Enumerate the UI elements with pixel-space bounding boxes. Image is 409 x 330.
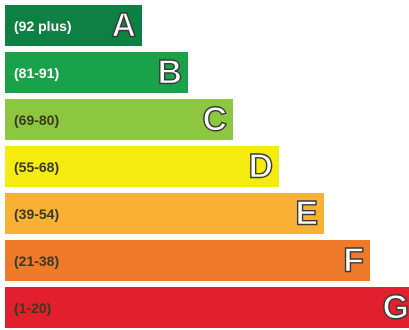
rating-range-label: (55-68): [14, 158, 60, 175]
rating-range-label: (1-20): [14, 299, 52, 316]
rating-band-c: (69-80) C: [5, 99, 233, 140]
rating-band-b: (81-91) B: [5, 52, 188, 93]
rating-letter: C: [202, 99, 228, 138]
rating-band-e: (39-54) E: [5, 193, 324, 234]
rating-band-g: (1-20) G: [5, 287, 409, 328]
rating-letter: A: [111, 5, 137, 44]
rating-range-label: (69-80): [14, 111, 60, 128]
rating-letter: G: [382, 287, 409, 326]
rating-letter: D: [248, 146, 274, 185]
rating-range-label: (39-54): [14, 205, 60, 222]
rating-band-d: (55-68) D: [5, 146, 279, 187]
rating-letter: E: [295, 193, 319, 232]
rating-range-label: (21-38): [14, 252, 60, 269]
rating-letter: F: [343, 240, 365, 279]
rating-band-f: (21-38) F: [5, 240, 370, 281]
rating-range-label: (92 plus): [14, 17, 72, 34]
rating-range-label: (81-91): [14, 64, 60, 81]
rating-band-a: (92 plus) A: [5, 5, 142, 46]
rating-letter: B: [157, 52, 183, 91]
